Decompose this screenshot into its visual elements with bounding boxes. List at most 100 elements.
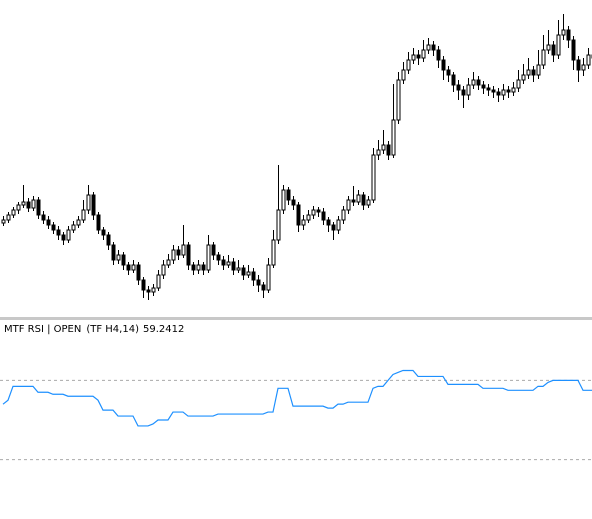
candle-body bbox=[476, 79, 481, 86]
candle-body bbox=[506, 89, 511, 93]
candle-body bbox=[106, 234, 111, 246]
candle-body bbox=[446, 69, 451, 76]
candle-body bbox=[216, 254, 221, 261]
candle-body bbox=[561, 29, 566, 36]
candle-body bbox=[311, 209, 316, 216]
candle-body bbox=[1, 219, 6, 224]
candle-body bbox=[371, 154, 376, 201]
candle-body bbox=[466, 84, 471, 96]
candle-body bbox=[66, 229, 71, 241]
candle-body bbox=[416, 54, 421, 59]
candle-body bbox=[526, 69, 531, 76]
indicator-label: MTF RSI | OPEN (TF H4,14) 59.2412 bbox=[4, 324, 184, 335]
candle-body bbox=[336, 219, 341, 231]
candle-body bbox=[391, 119, 396, 156]
candle-body bbox=[536, 64, 541, 76]
candle-body bbox=[206, 244, 211, 271]
candle-body bbox=[281, 189, 286, 211]
candle-body bbox=[341, 209, 346, 221]
candle-body bbox=[196, 264, 201, 271]
candle-body bbox=[301, 219, 306, 226]
candle-body bbox=[166, 259, 171, 266]
candle-body bbox=[426, 44, 431, 51]
candle-body bbox=[231, 261, 236, 271]
rsi-line bbox=[2, 369, 592, 427]
candle-body bbox=[111, 244, 116, 261]
candle-body bbox=[576, 59, 581, 71]
candle-body bbox=[126, 264, 131, 271]
candle-body bbox=[511, 87, 516, 93]
candle-body bbox=[121, 254, 126, 266]
candle-body bbox=[161, 264, 166, 276]
candle-body bbox=[376, 149, 381, 156]
candle-body bbox=[226, 261, 231, 266]
candle-body bbox=[441, 59, 446, 71]
candle-body bbox=[261, 284, 266, 291]
candle-body bbox=[151, 287, 156, 293]
candle-body bbox=[521, 74, 526, 81]
candle-body bbox=[356, 194, 361, 203]
candle-body bbox=[91, 194, 96, 216]
candle-body bbox=[11, 209, 16, 216]
indicator-value: 59.2412 bbox=[143, 324, 184, 335]
candle-body bbox=[496, 91, 501, 96]
candle-body bbox=[286, 189, 291, 201]
pane-separator bbox=[0, 317, 592, 320]
candle-body bbox=[61, 234, 66, 241]
candle-body bbox=[71, 224, 76, 231]
candle-body bbox=[386, 144, 391, 156]
candle-body bbox=[176, 249, 181, 256]
candle-body bbox=[361, 194, 366, 206]
candle-body bbox=[551, 44, 556, 56]
candle-body bbox=[396, 79, 401, 121]
candle-body bbox=[41, 214, 46, 221]
candle-body bbox=[76, 219, 81, 226]
candle-body bbox=[486, 87, 491, 91]
candle-body bbox=[516, 79, 521, 89]
candle-body bbox=[271, 239, 276, 266]
candle-body bbox=[251, 271, 256, 281]
candle-body bbox=[56, 229, 61, 236]
candle-body bbox=[331, 224, 336, 231]
candle-body bbox=[411, 54, 416, 61]
candle-body bbox=[481, 84, 486, 89]
candle-body bbox=[501, 89, 506, 96]
candle-body bbox=[546, 44, 551, 51]
candle-body bbox=[531, 69, 536, 76]
candle-body bbox=[461, 89, 466, 96]
candle-body bbox=[256, 279, 261, 286]
candle-body bbox=[46, 219, 51, 226]
candle-body bbox=[171, 249, 176, 261]
candle-body bbox=[451, 74, 456, 86]
candle-body bbox=[51, 224, 56, 231]
candle-body bbox=[141, 279, 146, 291]
candle-body bbox=[556, 34, 561, 56]
candle-body bbox=[101, 229, 106, 236]
candle-body bbox=[201, 264, 206, 271]
candle-body bbox=[586, 54, 591, 66]
candle-body bbox=[191, 264, 196, 271]
candle-body bbox=[316, 209, 321, 213]
candle-body bbox=[6, 214, 11, 221]
candle-body bbox=[431, 44, 436, 51]
candle-body bbox=[36, 199, 41, 216]
indicator-title: MTF RSI | OPEN bbox=[4, 324, 81, 335]
candle-body bbox=[571, 39, 576, 61]
candle-body bbox=[266, 264, 271, 291]
candle-body bbox=[351, 199, 356, 203]
candle-body bbox=[156, 274, 161, 289]
candle-body bbox=[31, 199, 36, 209]
candle-body bbox=[221, 259, 226, 266]
candle-body bbox=[186, 244, 191, 266]
indicator-params: (TF H4,14) bbox=[86, 324, 139, 335]
candle-body bbox=[541, 49, 546, 66]
candle-body bbox=[131, 264, 136, 271]
candle-body bbox=[96, 214, 101, 231]
candle-body bbox=[346, 199, 351, 211]
candle-body bbox=[241, 267, 246, 276]
candle-body bbox=[381, 144, 386, 151]
candle-body bbox=[291, 199, 296, 206]
candle-body bbox=[181, 244, 186, 256]
candle-body bbox=[16, 204, 21, 211]
